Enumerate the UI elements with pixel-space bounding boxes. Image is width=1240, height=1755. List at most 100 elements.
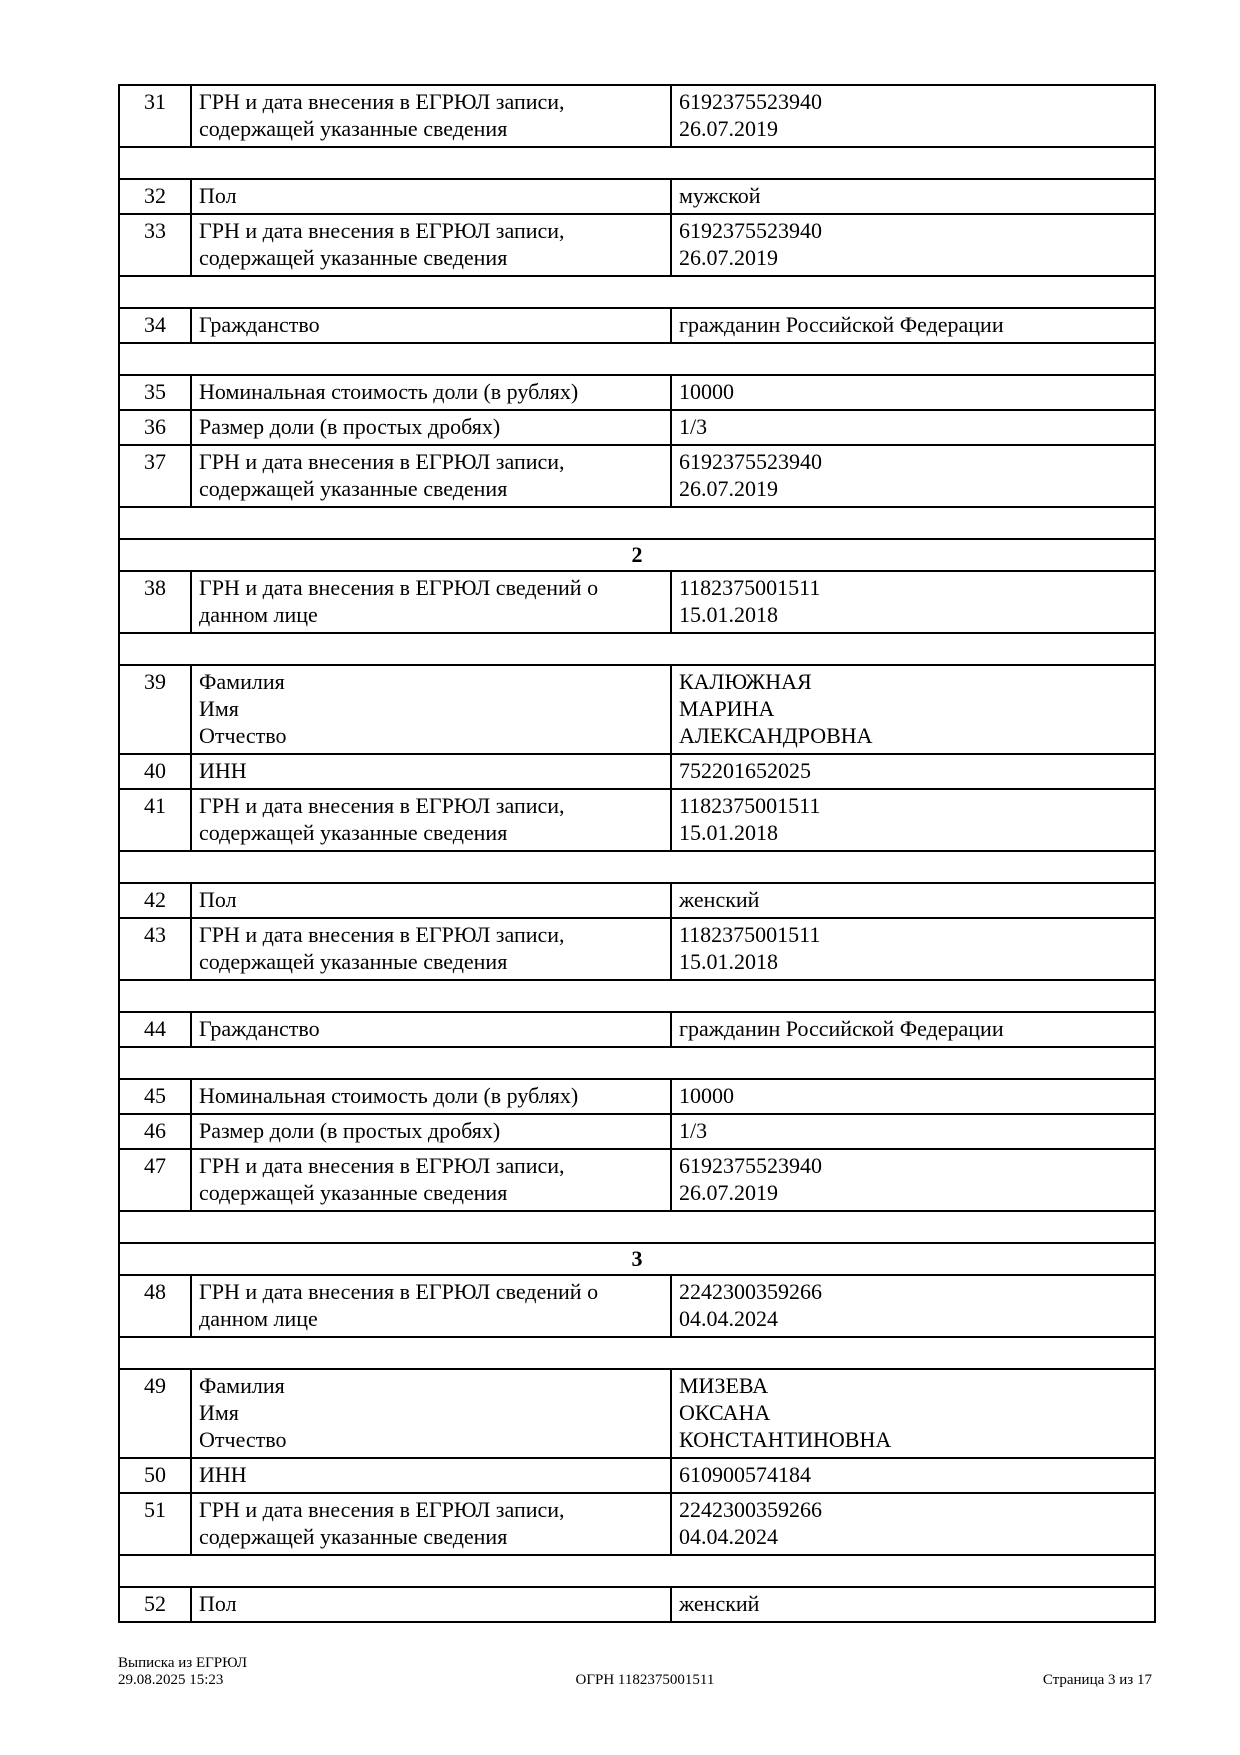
row-value-line: 610900574184 bbox=[679, 1462, 811, 1487]
row-label-line: Номинальная стоимость доли (в рублях) bbox=[199, 1083, 579, 1108]
spacer-cell bbox=[118, 506, 1156, 540]
row-value-line: 1182375001511 bbox=[679, 922, 821, 947]
row-label: Фамилия Имя Отчество bbox=[190, 1368, 672, 1459]
table-row: 52 Пол женский bbox=[118, 1586, 1156, 1623]
spacer-cell bbox=[118, 146, 1156, 180]
row-value: МИЗЕВА ОКСАНА КОНСТАНТИНОВНА bbox=[670, 1368, 1156, 1459]
row-value-line: 04.04.2024 bbox=[679, 1306, 778, 1331]
row-value-line: 1182375001511 bbox=[679, 793, 821, 818]
row-value: 1182375001511 15.01.2018 bbox=[670, 570, 1156, 634]
spacer-row bbox=[118, 342, 1156, 376]
row-label: Пол bbox=[190, 178, 672, 215]
row-value-line: 26.07.2019 bbox=[679, 245, 778, 270]
row-label-line: ГРН и дата внесения в ЕГРЮЛ сведений о bbox=[199, 1279, 599, 1304]
row-value: гражданин Российской Федерации bbox=[670, 307, 1156, 344]
row-value-line: гражданин Российской Федерации bbox=[679, 1016, 1004, 1041]
spacer-cell bbox=[118, 1046, 1156, 1080]
row-label-line: ГРН и дата внесения в ЕГРЮЛ сведений о bbox=[199, 575, 599, 600]
spacer-cell bbox=[118, 632, 1156, 666]
spacer-row bbox=[118, 850, 1156, 884]
footer-ogrn: ОГРН 1182375001511 bbox=[575, 1672, 715, 1688]
row-label-line: ИНН bbox=[199, 758, 247, 783]
table-row: 37 ГРН и дата внесения в ЕГРЮЛ записи, сод… bbox=[118, 444, 1156, 508]
table-row: 45 Номинальная стоимость доли (в рублях) 1… bbox=[118, 1078, 1156, 1115]
row-value-line: 26.07.2019 bbox=[679, 476, 778, 501]
row-label-line: Фамилия bbox=[199, 1373, 285, 1398]
row-number: 37 bbox=[118, 444, 192, 508]
row-label-line: Пол bbox=[199, 1591, 237, 1616]
row-label-line: Гражданство bbox=[199, 312, 320, 337]
table-row: 50 ИНН 610900574184 bbox=[118, 1457, 1156, 1494]
table-row: 39 Фамилия Имя Отчество КАЛЮЖНАЯ МАРИНА АЛЕКСА… bbox=[118, 664, 1156, 755]
row-label-line: ГРН и дата внесения в ЕГРЮЛ записи, bbox=[199, 449, 565, 474]
row-label-line: ГРН и дата внесения в ЕГРЮЛ записи, bbox=[199, 89, 565, 114]
row-value-line: 15.01.2018 bbox=[679, 602, 778, 627]
row-value-line: 26.07.2019 bbox=[679, 1180, 778, 1205]
row-value-line: мужской bbox=[679, 183, 761, 208]
row-value: 610900574184 bbox=[670, 1457, 1156, 1494]
row-label-line: ГРН и дата внесения в ЕГРЮЛ записи, bbox=[199, 1153, 565, 1178]
row-value-line: 2242300359266 bbox=[679, 1279, 822, 1304]
row-number: 34 bbox=[118, 307, 192, 344]
row-value-line: женский bbox=[679, 1591, 760, 1616]
row-value-line: КОНСТАНТИНОВНА bbox=[679, 1427, 892, 1452]
spacer-cell bbox=[118, 1336, 1156, 1370]
spacer-row bbox=[118, 632, 1156, 666]
table-row: 33 ГРН и дата внесения в ЕГРЮЛ записи, сод… bbox=[118, 213, 1156, 277]
row-value-line: 2242300359266 bbox=[679, 1497, 822, 1522]
footer-page-info: Страница 3 из 17 bbox=[1042, 1672, 1152, 1688]
row-value: 6192375523940 26.07.2019 bbox=[670, 444, 1156, 508]
row-value-line: 6192375523940 bbox=[679, 449, 822, 474]
row-value-line: гражданин Российской Федерации bbox=[679, 312, 1004, 337]
row-label-line: ГРН и дата внесения в ЕГРЮЛ записи, bbox=[199, 922, 565, 947]
row-value-line: АЛЕКСАНДРОВНА bbox=[679, 723, 873, 748]
row-label-line: содержащей указанные сведения bbox=[199, 949, 508, 974]
row-number: 46 bbox=[118, 1113, 192, 1150]
row-number: 47 bbox=[118, 1148, 192, 1212]
row-number: 40 bbox=[118, 753, 192, 790]
row-label: ГРН и дата внесения в ЕГРЮЛ записи, содер… bbox=[190, 213, 672, 277]
row-value: гражданин Российской Федерации bbox=[670, 1011, 1156, 1048]
row-label-line: содержащей указанные сведения bbox=[199, 1180, 508, 1205]
row-label: Размер доли (в простых дробях) bbox=[190, 409, 672, 446]
row-number: 43 bbox=[118, 917, 192, 981]
table-row: 43 ГРН и дата внесения в ЕГРЮЛ записи, сод… bbox=[118, 917, 1156, 981]
row-label: Фамилия Имя Отчество bbox=[190, 664, 672, 755]
spacer-cell bbox=[118, 850, 1156, 884]
row-value-line: 1/3 bbox=[679, 1118, 708, 1143]
table-row: 49 Фамилия Имя Отчество МИЗЕВА ОКСАНА КОНСТАНТ… bbox=[118, 1368, 1156, 1459]
row-label: ГРН и дата внесения в ЕГРЮЛ записи, содер… bbox=[190, 1148, 672, 1212]
row-label-line: Имя bbox=[199, 696, 239, 721]
footer-left-block: Выписка из ЕГРЮЛ 29.08.2025 15:23 bbox=[118, 1655, 247, 1689]
row-label: Гражданство bbox=[190, 307, 672, 344]
row-value-line: 26.07.2019 bbox=[679, 116, 778, 141]
row-value: 1182375001511 15.01.2018 bbox=[670, 788, 1156, 852]
row-label: ГРН и дата внесения в ЕГРЮЛ записи, содер… bbox=[190, 1492, 672, 1556]
row-number: 35 bbox=[118, 374, 192, 411]
row-value-line: КАЛЮЖНАЯ bbox=[679, 669, 812, 694]
table-row: 44 Гражданство гражданин Российской Федера… bbox=[118, 1011, 1156, 1048]
row-value-line: 6192375523940 bbox=[679, 89, 822, 114]
spacer-row bbox=[118, 506, 1156, 540]
row-label: ГРН и дата внесения в ЕГРЮЛ сведений о да… bbox=[190, 570, 672, 634]
egrul-table-body: 31 ГРН и дата внесения в ЕГРЮЛ записи, сод… bbox=[118, 84, 1156, 1623]
spacer-cell bbox=[118, 342, 1156, 376]
row-label: ГРН и дата внесения в ЕГРЮЛ записи, содер… bbox=[190, 788, 672, 852]
table-row: 41 ГРН и дата внесения в ЕГРЮЛ записи, сод… bbox=[118, 788, 1156, 852]
row-value-line: 15.01.2018 bbox=[679, 949, 778, 974]
row-number: 33 bbox=[118, 213, 192, 277]
page-footer: Выписка из ЕГРЮЛ 29.08.2025 15:23 ОГРН 1… bbox=[118, 1655, 1152, 1689]
row-label-line: содержащей указанные сведения bbox=[199, 116, 508, 141]
row-label: ГРН и дата внесения в ЕГРЮЛ записи, содер… bbox=[190, 917, 672, 981]
row-value-line: ОКСАНА bbox=[679, 1400, 771, 1425]
row-value: 10000 bbox=[670, 1078, 1156, 1115]
row-label-line: Фамилия bbox=[199, 669, 285, 694]
row-label-line: данном лице bbox=[199, 1306, 318, 1331]
spacer-cell bbox=[118, 275, 1156, 309]
row-value-line: 752201652025 bbox=[679, 758, 811, 783]
row-value: мужской bbox=[670, 178, 1156, 215]
row-number: 41 bbox=[118, 788, 192, 852]
row-value-line: 10000 bbox=[679, 379, 734, 404]
row-value: 1/3 bbox=[670, 1113, 1156, 1150]
